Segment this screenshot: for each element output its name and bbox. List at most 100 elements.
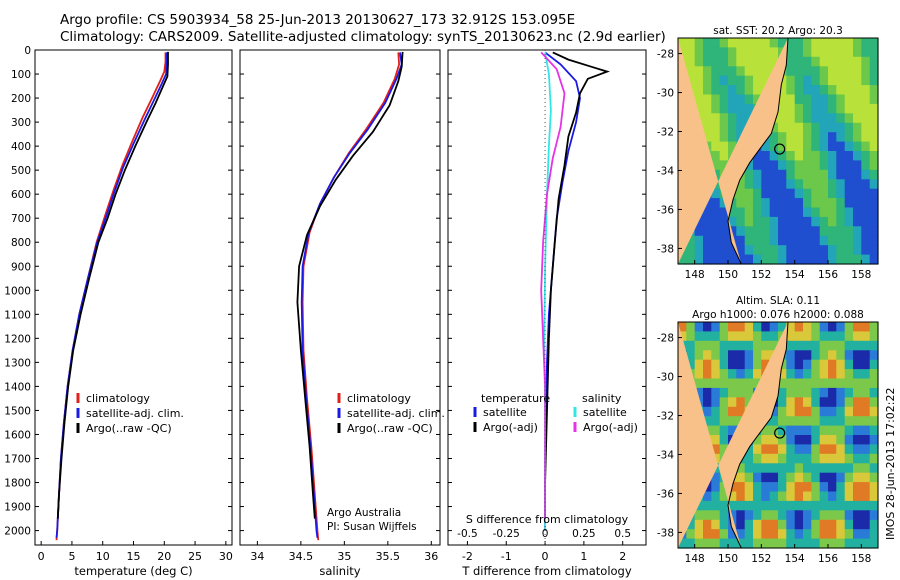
map-sst-cell [836,235,846,246]
map-sst-cell [744,245,754,256]
depth-tick-label: 800 [11,237,31,249]
map-sla-cell [844,322,854,332]
map-sst-cell [719,94,729,105]
map-sst-land [678,38,788,264]
depth-tick-label: 2000 [4,526,31,538]
map-sst-cell [761,216,771,227]
map-sst-cell [694,245,704,256]
map-sla-xtick-label: 152 [751,553,771,565]
map-sla-cell [836,369,846,380]
map-sst-cell [794,38,804,48]
map-sla-cell [761,482,771,493]
map-sla-cell [828,378,837,389]
map-sla-cell [853,538,862,549]
map-sst-cell [869,160,879,171]
map-sla-cell [719,387,729,398]
map-sst-cell [786,103,796,114]
map-sst-cell [869,151,879,161]
map-sla-cell [861,482,871,493]
map-sst-cell [703,132,712,143]
map-sst-cell [794,151,804,161]
map-sst-cell [686,245,696,256]
map-sla-cell [844,359,854,370]
map-sst-cell [711,151,721,161]
map-sst-cell [744,188,754,199]
map-sst-cell [836,188,846,199]
map-sla-cell [753,378,762,389]
map-sla-cell [719,491,729,502]
map-sst-cell [728,226,737,237]
map-sst-cell [703,254,712,265]
map-sst-cell [678,254,687,265]
map-sst-cell [828,226,837,237]
map-sst-cell [836,75,846,86]
map-sst-cell [711,103,721,114]
map-sla-cell [778,387,787,398]
map-sst-cell [711,198,721,209]
map-sst-cell [778,245,787,256]
map-sla-cell [828,369,837,380]
map-sla-cell [728,350,737,361]
map-sla-cell [719,369,729,380]
temperature-xlabel: temperature (deg C) [74,564,192,578]
map-sla-cell [828,510,837,521]
map-sst-cell [811,113,821,124]
map-sla-cell [853,491,862,502]
map-sla-cell [694,340,704,351]
map-sst-cell [778,169,787,180]
map-sla-cell [869,322,879,332]
map-sla-cell [811,416,821,427]
map-sst-cell [769,254,779,265]
map-sst-cell [719,66,729,77]
map-sst-cell [794,94,804,105]
map-sst-cell [719,132,729,143]
map-sst-xtick-label: 154 [785,269,805,281]
map-sst-cell [794,198,804,209]
map-sst-cell [703,216,712,227]
map-sst-cell [769,245,779,256]
map-sla-cell [694,359,704,370]
map-sst-cell [828,151,837,161]
figure-title-line2: Climatology: CARS2009. Satellite-adjuste… [60,29,666,45]
map-sla-cell [844,482,854,493]
map-sla-cell [761,500,771,511]
map-sla-cell [728,331,737,342]
map-sla-cell [753,538,762,549]
map-sla-cell [853,331,862,342]
sal-diff-xlabel: S difference from climatology [466,513,629,526]
map-sst-cell [794,245,804,256]
map-sst-cell [869,132,879,143]
map-sst-cell [794,254,804,265]
map-sst-cell [794,207,804,218]
map-sst-cell [686,38,696,48]
diff-sal-legend-label: satellite [583,406,627,419]
map-sla-cell [786,453,796,464]
map-sla-cell [753,331,762,342]
map-sla-xtick-label: 150 [718,553,738,565]
map-sst-cell [828,94,837,105]
map-sst-cell [819,235,829,246]
map-sla-cell [769,322,779,332]
map-sst-ytick-label: -34 [657,165,674,177]
map-sla-cell [728,406,737,417]
map-sla-cell [794,359,804,370]
map-sst-cell [836,216,846,227]
map-sla-cell [778,463,787,474]
map-sst-cell [819,85,829,96]
map-sla-xtick-label: 148 [685,553,705,565]
map-sst-cell [869,47,879,58]
map-sst-cell [794,132,804,143]
map-sla-cell [761,331,771,342]
map-sla-cell [736,369,746,380]
map-sla-cell [711,359,721,370]
map-sst-ytick-label: -28 [657,49,674,61]
map-sla-cell [694,331,704,342]
map-sst-cell [711,132,721,143]
map-sla-cell [844,397,854,408]
map-sst-cell [786,235,796,246]
map-sst-xtick-label: 158 [851,269,871,281]
map-sst-cell [761,245,771,256]
map-sst-cell [728,75,737,86]
map-sst-cell [761,226,771,237]
map-sla-cell [803,538,812,549]
